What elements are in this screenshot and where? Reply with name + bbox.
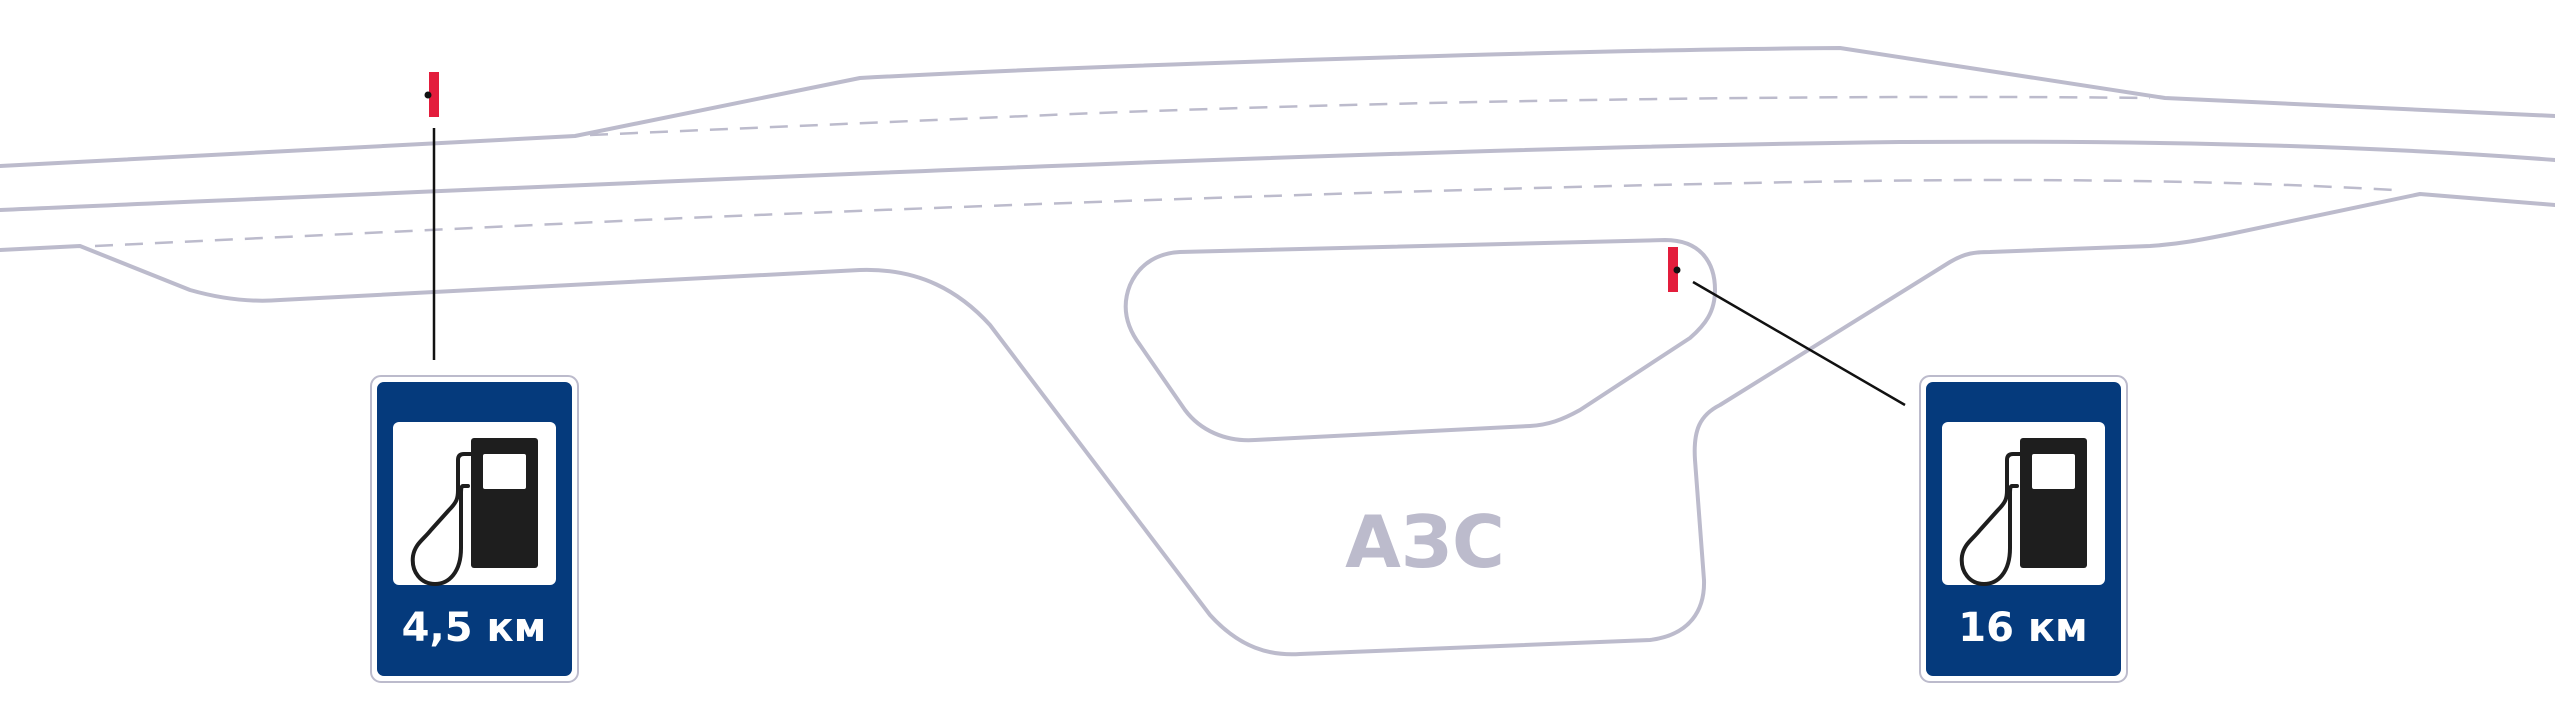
lane-divider-upper	[589, 95, 2151, 137]
fuel-station-label: АЗС	[1345, 500, 1505, 584]
sign-post-anchor-left	[424, 91, 432, 99]
road-median-line	[0, 139, 2555, 212]
sign-post-marker-left	[429, 72, 439, 117]
sign-distance-label: 4,5 км	[402, 605, 547, 651]
road-edge-north	[0, 46, 2555, 168]
lane-divider-lower	[94, 178, 2396, 248]
leader-line-right	[1692, 280, 1906, 407]
fuel-pump-icon	[1959, 438, 2087, 586]
fuel-pump-icon	[410, 438, 538, 586]
sign-distance-label: 16 км	[1958, 605, 2087, 651]
fuel-sign-right: 16 км	[1919, 375, 2128, 683]
sign-post-marker-right	[1668, 247, 1678, 292]
sign-post-anchor-right	[1673, 266, 1681, 274]
road-edge-south	[0, 192, 2555, 657]
fuel-station-island	[1123, 238, 1717, 443]
fuel-sign-left: 4,5 км	[370, 375, 579, 683]
